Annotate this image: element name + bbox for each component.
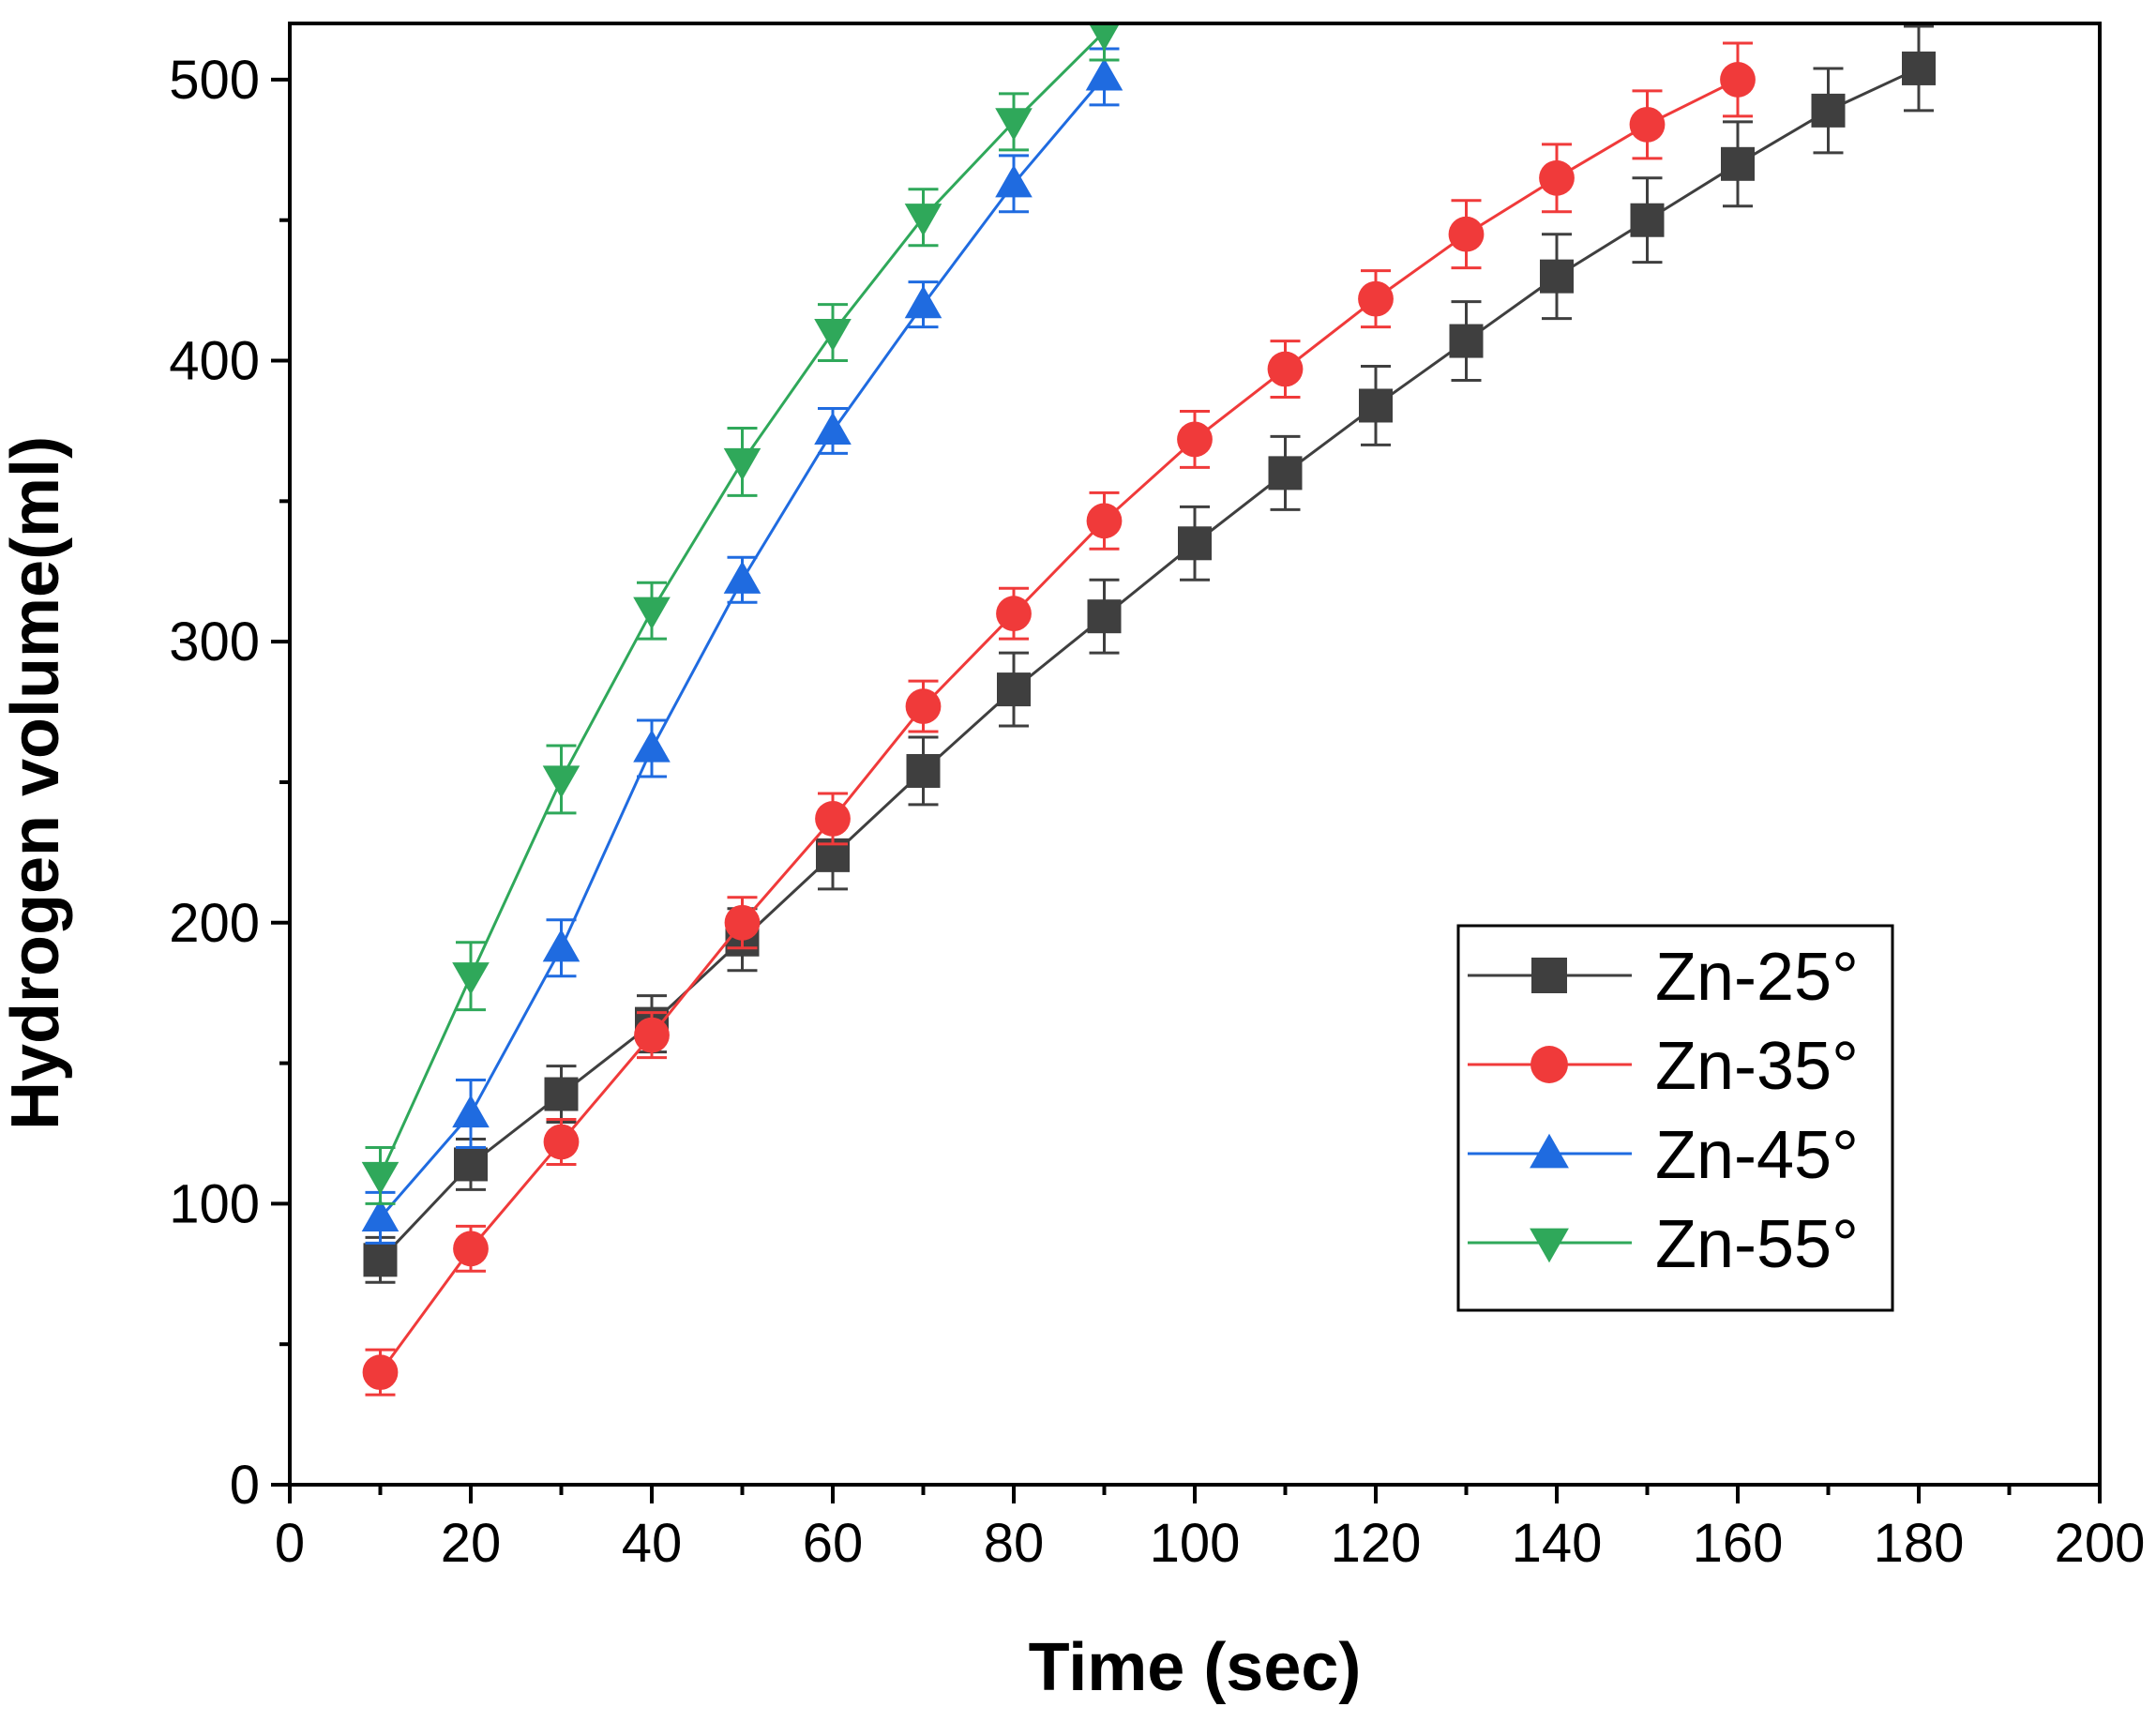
data-point [723,561,761,594]
data-point [1629,106,1666,143]
data-point [996,596,1032,632]
data-point [544,1077,579,1111]
data-point [904,285,942,319]
x-tick-label: 40 [622,1513,683,1574]
data-point [452,1095,490,1128]
x-tick-label: 180 [1874,1513,1965,1574]
data-point [815,801,851,837]
x-tick-label: 120 [1331,1513,1422,1574]
y-tick-label: 200 [169,893,260,954]
data-point [997,672,1031,707]
data-point [1449,324,1484,358]
x-tick-label: 100 [1150,1513,1241,1574]
legend-label: Zn-45° [1655,1118,1859,1193]
x-tick-label: 140 [1512,1513,1603,1574]
legend-box [1456,924,1894,1312]
data-point [361,1161,400,1195]
legend-marker [1530,1228,1569,1263]
y-axis-title: Hydrogen volume(ml) [0,436,73,1130]
x-tick-label: 80 [984,1513,1045,1574]
data-point [1267,351,1304,387]
data-point [1721,146,1755,181]
data-point [363,1243,398,1277]
data-point [454,1147,488,1182]
series-line [379,78,1739,1374]
data-point [814,318,852,352]
legend-marker [1530,1046,1568,1083]
data-point [362,1354,399,1391]
data-point [452,962,490,995]
data-point [1268,456,1303,491]
legend: Zn-25° Zn-35° Zn-45° Zn-55° [1456,924,1894,1312]
series-3 [361,47,1123,1245]
x-tick-label: 200 [2055,1513,2146,1574]
data-point [543,1124,580,1160]
x-tick-label: 20 [441,1513,502,1574]
data-point [723,447,761,481]
data-point [905,688,942,724]
axes: 0 20 40 60 80 100 120 140 160 180 200 0 100 200 300 400… [169,50,2145,1574]
data-point [995,164,1033,198]
y-tick-label: 500 [169,50,260,111]
data-point [634,1017,670,1053]
data-point [633,729,671,763]
legend-label: Zn-35° [1655,1029,1859,1104]
data-point [1087,599,1122,634]
legend-label: Zn-25° [1655,940,1859,1015]
y-tick-label: 100 [169,1173,260,1234]
legend-label: Zn-55° [1655,1207,1859,1282]
data-point [1359,388,1393,423]
data-point [724,904,761,941]
data-marks [361,23,1936,1397]
data-point [1178,526,1212,561]
x-axis-title: Time (sec) [1029,1630,1362,1705]
data-point [1539,159,1575,196]
data-point [1448,216,1485,252]
x-tick-label: 60 [803,1513,864,1574]
data-point [1902,51,1936,85]
series-2 [362,41,1756,1397]
data-point [1088,23,1121,52]
y-tick-label: 400 [169,331,260,392]
x-tick-label: 160 [1693,1513,1784,1574]
data-point [1720,62,1756,98]
data-point [906,753,941,788]
y-tick-label: 0 [230,1455,260,1516]
data-point [453,1231,489,1267]
data-point [1630,203,1665,237]
data-point [814,412,852,446]
y-tick-label: 300 [169,612,260,672]
data-point [542,929,580,962]
data-point [1811,93,1846,128]
data-point [633,597,671,630]
data-point [1540,259,1574,294]
legend-marker [1530,1133,1569,1169]
data-point [361,1199,400,1231]
data-point [904,204,942,236]
data-point [1358,280,1394,317]
data-point [1177,421,1213,458]
data-point [995,108,1033,141]
data-point [1086,503,1123,539]
legend-marker [1531,958,1567,993]
data-point [1085,57,1123,91]
x-tick-label: 0 [275,1513,305,1574]
data-point [542,765,580,799]
series-4 [361,23,1121,1205]
